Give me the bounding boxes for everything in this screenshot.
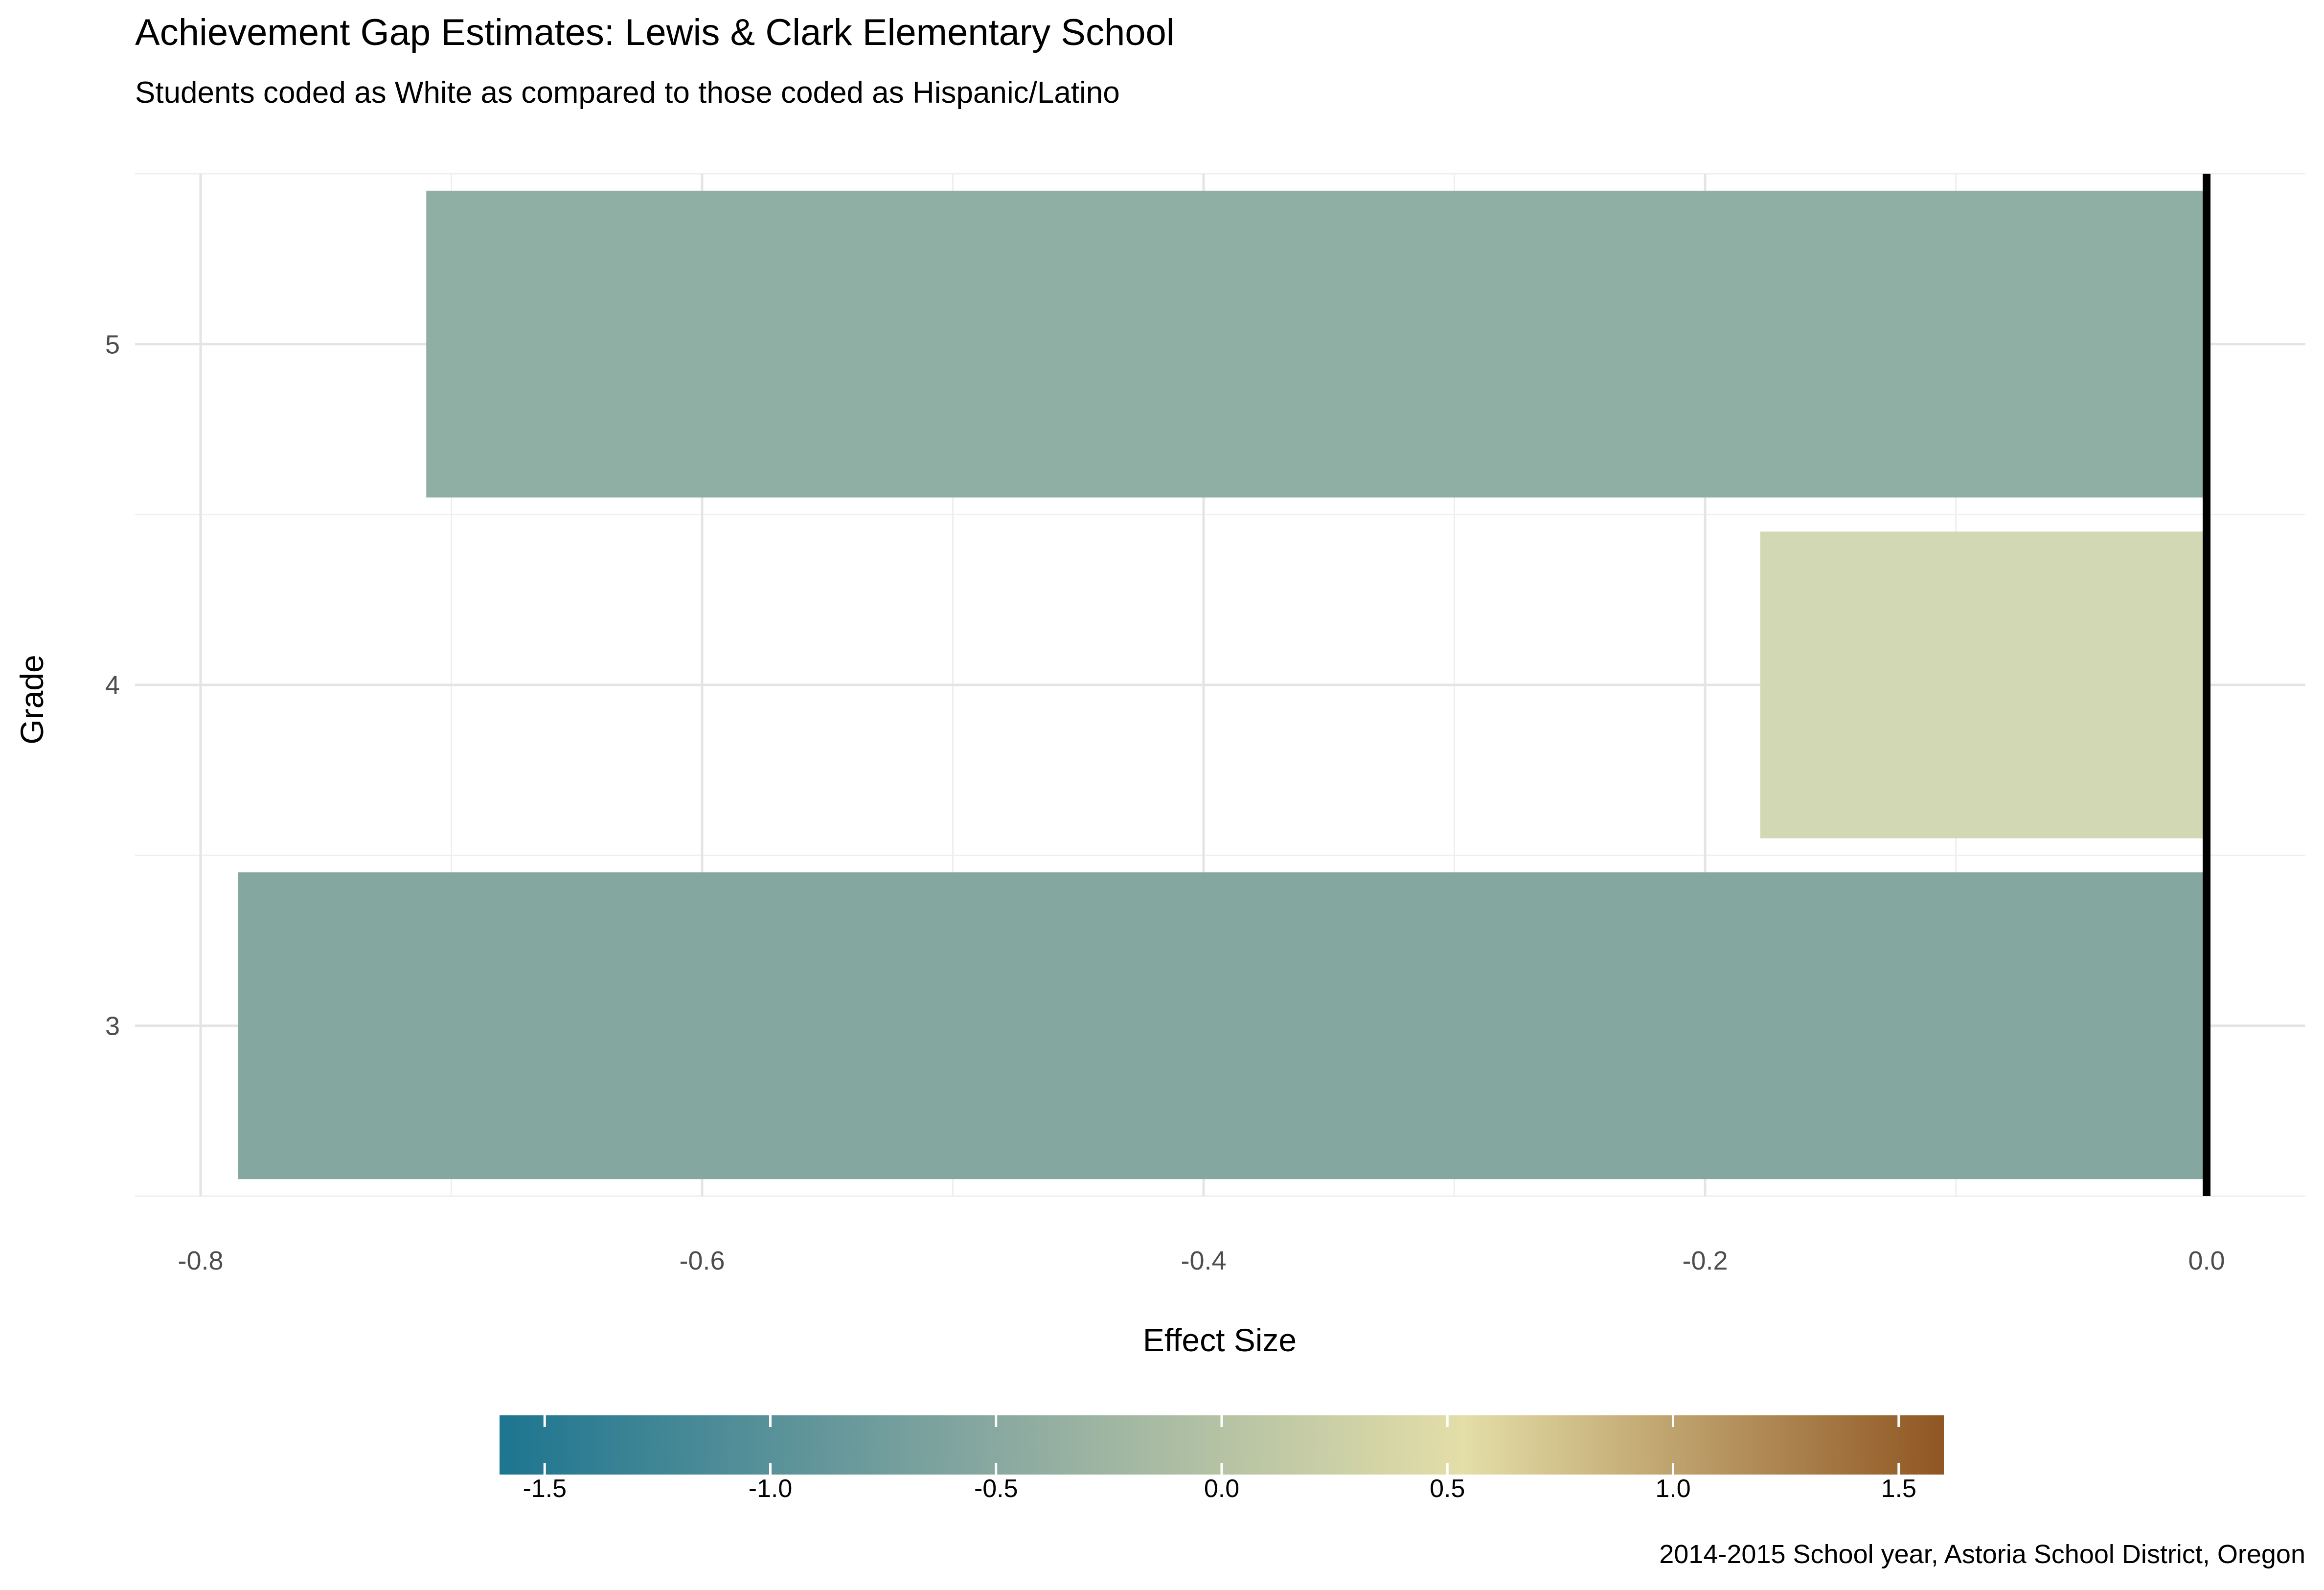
y-tick-label: 4 xyxy=(105,671,120,700)
bar-grade-4 xyxy=(1760,531,2207,839)
x-tick-label: -0.2 xyxy=(1682,1246,1728,1275)
y-tick-label: 3 xyxy=(105,1012,120,1041)
colorbar-tick-label: 1.0 xyxy=(1655,1475,1690,1503)
x-tick-label: -0.6 xyxy=(679,1246,725,1275)
x-tick-label: -0.8 xyxy=(178,1246,223,1275)
bars xyxy=(238,190,2207,1180)
chart-title: Achievement Gap Estimates: Lewis & Clark… xyxy=(135,12,1175,53)
y-axis-label: Grade xyxy=(14,655,50,744)
bar-grade-3 xyxy=(238,872,2207,1180)
chart-caption: 2014-2015 School year, Astoria School Di… xyxy=(1659,1540,2305,1569)
colorbar-tick-label: 0.0 xyxy=(1204,1475,1239,1503)
colorbar-tick-label: -1.0 xyxy=(749,1475,793,1503)
x-tick-label: -0.4 xyxy=(1181,1246,1226,1275)
chart-subtitle: Students coded as White as compared to t… xyxy=(135,76,1120,110)
bar-grade-5 xyxy=(426,190,2207,498)
colorbar-ticks: -1.5 -1.0 -0.5 0.0 0.5 1.0 1.5 xyxy=(523,1415,1916,1503)
x-axis-label: Effect Size xyxy=(1143,1322,1297,1358)
y-axis-ticks: 3 4 5 xyxy=(105,330,120,1041)
colorbar-tick-label: -1.5 xyxy=(523,1475,567,1503)
colorbar-tick-label: -0.5 xyxy=(974,1475,1018,1503)
colorbar-tick-label: 0.5 xyxy=(1430,1475,1465,1503)
x-tick-label: 0.0 xyxy=(2188,1246,2225,1275)
colorbar-tick-label: 1.5 xyxy=(1881,1475,1916,1503)
x-axis-ticks: -0.8 -0.6 -0.4 -0.2 0.0 xyxy=(178,1246,2225,1275)
y-tick-label: 5 xyxy=(105,330,120,359)
